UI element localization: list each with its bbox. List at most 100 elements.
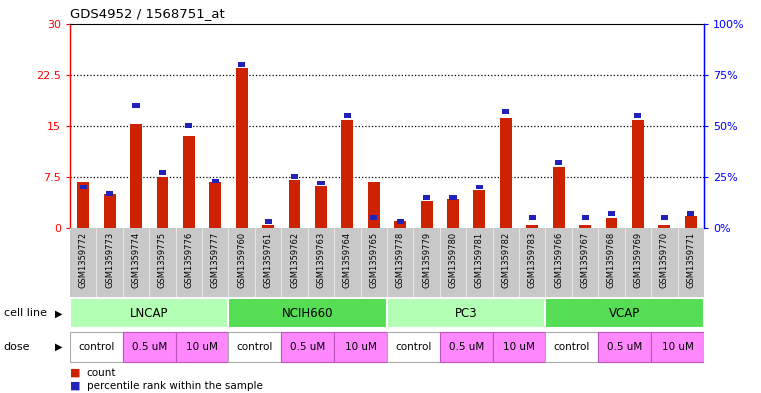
Bar bbox=[228, 332, 282, 362]
Bar bbox=[80, 185, 87, 189]
Bar bbox=[661, 215, 668, 220]
Text: GSM1359769: GSM1359769 bbox=[633, 231, 642, 288]
Bar bbox=[130, 125, 142, 228]
Text: GSM1359770: GSM1359770 bbox=[660, 231, 669, 288]
Bar bbox=[387, 332, 440, 362]
Bar bbox=[70, 332, 123, 362]
Text: control: control bbox=[237, 342, 273, 352]
Bar bbox=[687, 211, 694, 216]
Bar bbox=[387, 298, 546, 329]
Text: control: control bbox=[554, 342, 590, 352]
Bar bbox=[396, 219, 404, 224]
Text: GSM1359782: GSM1359782 bbox=[501, 231, 511, 288]
Bar bbox=[581, 215, 588, 220]
Bar bbox=[546, 298, 704, 329]
Bar bbox=[579, 224, 591, 228]
Text: GSM1359771: GSM1359771 bbox=[686, 231, 696, 288]
Text: LNCAP: LNCAP bbox=[130, 307, 168, 320]
Text: GSM1359767: GSM1359767 bbox=[581, 231, 590, 288]
Bar bbox=[123, 332, 176, 362]
Bar bbox=[265, 219, 272, 224]
Bar bbox=[315, 186, 327, 228]
Bar bbox=[342, 120, 353, 228]
Text: GSM1359768: GSM1359768 bbox=[607, 231, 616, 288]
Bar bbox=[334, 332, 387, 362]
Text: 10 uM: 10 uM bbox=[503, 342, 535, 352]
Text: ▶: ▶ bbox=[55, 342, 62, 352]
Bar bbox=[608, 211, 615, 216]
Bar bbox=[658, 224, 670, 228]
Bar bbox=[440, 332, 492, 362]
Bar bbox=[132, 103, 139, 108]
Bar bbox=[502, 109, 509, 114]
Bar bbox=[529, 215, 536, 220]
Bar bbox=[238, 62, 245, 67]
Text: GSM1359775: GSM1359775 bbox=[158, 231, 167, 288]
Bar bbox=[546, 332, 598, 362]
Bar bbox=[552, 167, 565, 228]
Bar bbox=[598, 332, 651, 362]
Text: PC3: PC3 bbox=[455, 307, 477, 320]
Bar bbox=[423, 195, 430, 200]
Bar bbox=[447, 199, 459, 228]
Bar bbox=[421, 201, 432, 228]
Bar bbox=[209, 182, 221, 228]
Text: control: control bbox=[395, 342, 431, 352]
Text: GSM1359760: GSM1359760 bbox=[237, 231, 247, 288]
Bar bbox=[500, 118, 511, 228]
Bar bbox=[368, 182, 380, 228]
Text: count: count bbox=[87, 367, 116, 378]
Bar bbox=[492, 332, 546, 362]
Text: GSM1359781: GSM1359781 bbox=[475, 231, 484, 288]
Text: GDS4952 / 1568751_at: GDS4952 / 1568751_at bbox=[70, 7, 224, 20]
Bar bbox=[685, 216, 696, 228]
Bar bbox=[344, 113, 351, 118]
Bar bbox=[176, 332, 228, 362]
Text: GSM1359763: GSM1359763 bbox=[317, 231, 326, 288]
Text: cell line: cell line bbox=[4, 309, 47, 318]
Text: GSM1359773: GSM1359773 bbox=[105, 231, 114, 288]
Text: GSM1359772: GSM1359772 bbox=[78, 231, 88, 288]
Text: GSM1359762: GSM1359762 bbox=[290, 231, 299, 288]
Text: 0.5 uM: 0.5 uM bbox=[448, 342, 484, 352]
Text: ■: ■ bbox=[70, 381, 81, 391]
Text: GSM1359774: GSM1359774 bbox=[132, 231, 141, 288]
Text: GSM1359779: GSM1359779 bbox=[422, 231, 431, 288]
Text: 0.5 uM: 0.5 uM bbox=[607, 342, 642, 352]
Bar bbox=[651, 332, 704, 362]
Bar bbox=[394, 221, 406, 228]
Bar bbox=[555, 160, 562, 165]
Text: ▶: ▶ bbox=[55, 309, 62, 318]
Text: ■: ■ bbox=[70, 367, 81, 378]
Bar bbox=[476, 185, 483, 189]
Bar bbox=[157, 177, 168, 228]
Bar bbox=[106, 191, 113, 196]
Text: GSM1359761: GSM1359761 bbox=[263, 231, 272, 288]
Bar bbox=[450, 195, 457, 200]
Bar bbox=[282, 332, 334, 362]
Text: GSM1359778: GSM1359778 bbox=[396, 231, 405, 288]
Text: NCIH660: NCIH660 bbox=[282, 307, 333, 320]
Text: GSM1359780: GSM1359780 bbox=[448, 231, 457, 288]
Text: 10 uM: 10 uM bbox=[186, 342, 218, 352]
Text: 0.5 uM: 0.5 uM bbox=[290, 342, 326, 352]
Text: GSM1359783: GSM1359783 bbox=[527, 231, 537, 288]
Bar bbox=[103, 194, 116, 228]
Bar bbox=[606, 218, 617, 228]
Bar bbox=[159, 171, 166, 175]
Bar bbox=[370, 215, 377, 220]
Bar bbox=[635, 113, 642, 118]
Text: dose: dose bbox=[4, 342, 30, 352]
Bar bbox=[236, 68, 247, 228]
Bar bbox=[212, 178, 219, 183]
Bar bbox=[473, 190, 486, 228]
Bar bbox=[70, 298, 228, 329]
Text: GSM1359776: GSM1359776 bbox=[184, 231, 193, 288]
Bar bbox=[228, 298, 387, 329]
Text: 0.5 uM: 0.5 uM bbox=[132, 342, 167, 352]
Text: GSM1359765: GSM1359765 bbox=[369, 231, 378, 288]
Bar bbox=[186, 123, 193, 128]
Text: GSM1359764: GSM1359764 bbox=[343, 231, 352, 288]
Bar bbox=[183, 136, 195, 228]
Bar bbox=[527, 224, 538, 228]
